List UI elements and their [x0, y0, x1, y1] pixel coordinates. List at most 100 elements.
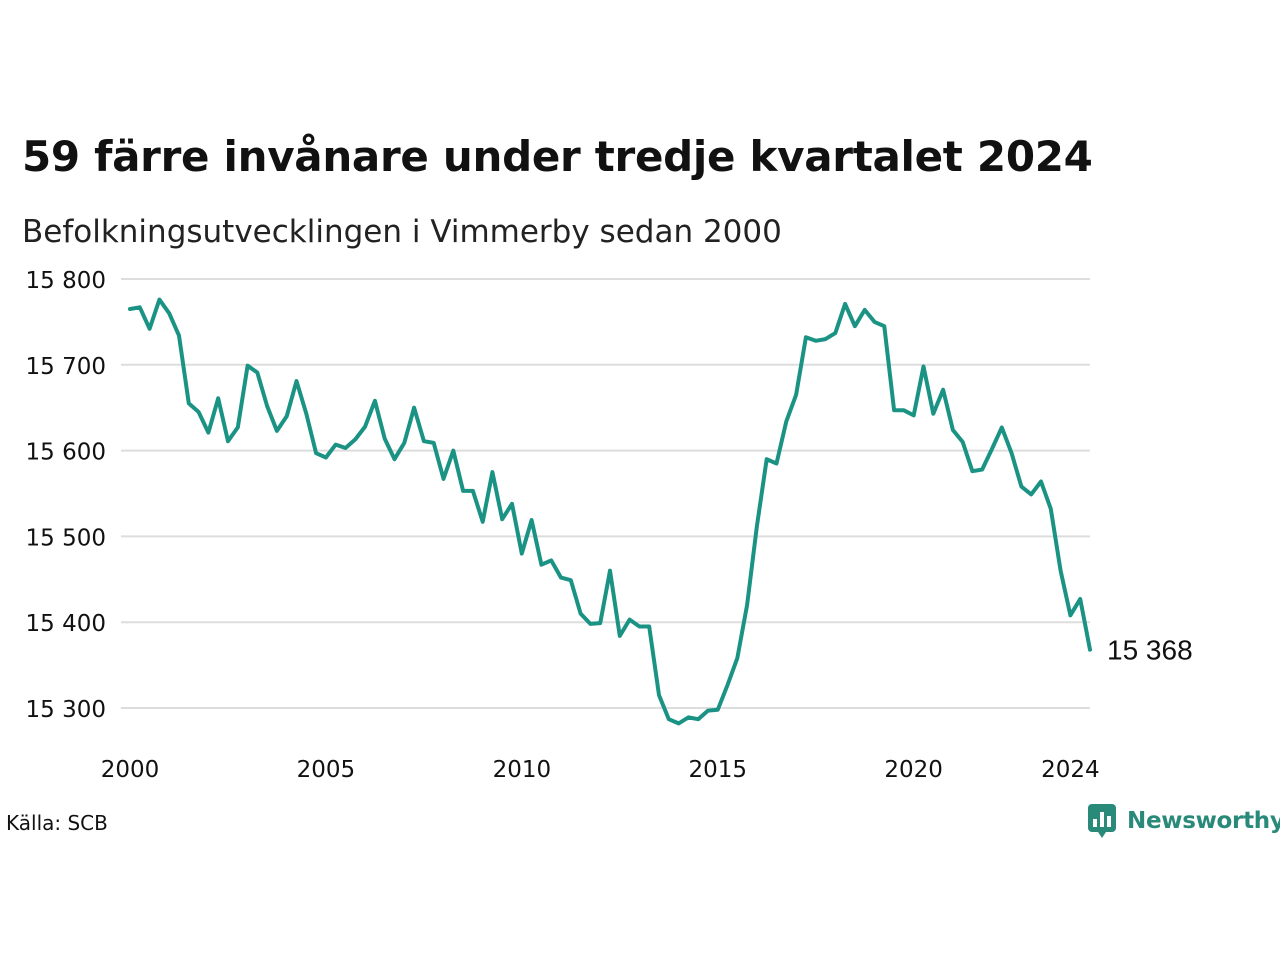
data-point	[696, 717, 700, 721]
data-point	[755, 524, 759, 528]
data-point	[383, 437, 387, 441]
y-tick-label: 15 600	[26, 440, 106, 466]
data-point	[167, 311, 171, 315]
data-point	[716, 708, 720, 712]
data-point	[265, 404, 269, 408]
data-point	[353, 437, 357, 441]
data-point	[873, 320, 877, 324]
data-point	[726, 683, 730, 687]
data-labels: 15 368	[1107, 635, 1193, 666]
data-point	[902, 408, 906, 412]
data-point	[1068, 613, 1072, 617]
data-point	[735, 656, 739, 660]
chart-subtitle: Befolkningsutvecklingen i Vimmerby sedan…	[22, 214, 782, 250]
chart-title: 59 färre invånare under tredje kvartalet…	[22, 132, 1093, 181]
data-point	[1000, 425, 1004, 429]
data-point	[314, 451, 318, 455]
data-point	[765, 457, 769, 461]
data-point	[510, 502, 514, 506]
data-point	[187, 401, 191, 405]
data-point	[549, 558, 553, 562]
data-point	[1029, 492, 1033, 496]
series-layer	[128, 297, 1092, 726]
data-point	[588, 622, 592, 626]
data-point	[481, 520, 485, 524]
data-point	[951, 428, 955, 432]
data-point	[490, 470, 494, 474]
y-tick-label: 15 500	[26, 525, 106, 551]
brand-logo: Newsworthy	[1087, 803, 1280, 839]
data-point	[853, 324, 857, 328]
data-point	[304, 412, 308, 416]
data-point	[686, 715, 690, 719]
data-point	[138, 305, 142, 309]
data-point	[285, 414, 289, 418]
source-note: Källa: SCB	[6, 811, 108, 835]
data-point	[1088, 648, 1092, 652]
data-point	[1059, 569, 1063, 573]
data-point	[1019, 485, 1023, 489]
data-point	[246, 364, 250, 368]
data-point	[814, 339, 818, 343]
data-point	[451, 449, 455, 453]
data-point	[804, 335, 808, 339]
data-point	[931, 412, 935, 416]
data-point	[373, 399, 377, 403]
data-point	[442, 477, 446, 481]
data-point	[941, 388, 945, 392]
data-point	[882, 324, 886, 328]
data-point	[520, 552, 524, 556]
x-tick-label: 2024	[1041, 757, 1100, 783]
data-point	[922, 365, 926, 369]
data-point	[324, 456, 328, 460]
data-point	[863, 308, 867, 312]
data-point	[667, 717, 671, 721]
y-axis-ticks: 15 300 15 400 15 500 15 600 15 700 15 800	[26, 268, 106, 723]
data-point	[892, 408, 896, 412]
data-point	[784, 419, 788, 423]
series-line	[128, 297, 1092, 726]
data-point	[843, 302, 847, 306]
data-point	[980, 468, 984, 472]
data-point	[216, 396, 220, 400]
data-point	[432, 441, 436, 445]
data-point	[647, 625, 651, 629]
data-point	[1049, 507, 1053, 511]
data-point	[637, 625, 641, 629]
data-point	[970, 469, 974, 473]
x-tick-label: 2015	[688, 757, 747, 783]
y-tick-label: 15 400	[26, 611, 106, 637]
data-point	[1078, 597, 1082, 601]
data-point	[128, 307, 132, 311]
brand-name: Newsworthy	[1127, 808, 1280, 834]
data-point	[990, 447, 994, 451]
data-point	[393, 457, 397, 461]
data-point	[226, 439, 230, 443]
data-point	[157, 298, 161, 302]
data-point	[1039, 480, 1043, 484]
data-point	[794, 393, 798, 397]
data-point	[745, 603, 749, 607]
data-point	[363, 425, 367, 429]
y-tick-label: 15 800	[26, 268, 106, 294]
data-point	[618, 634, 622, 638]
data-point	[500, 517, 504, 521]
data-point	[1010, 451, 1014, 455]
data-point	[824, 337, 828, 341]
x-axis-ticks: 2000 2005 2010 2015 2020 2024	[101, 757, 1100, 783]
data-point	[657, 693, 661, 697]
data-point	[628, 618, 632, 622]
data-point	[471, 489, 475, 493]
data-point	[598, 621, 602, 625]
newsworthy-logo-icon	[1088, 804, 1116, 838]
data-point	[677, 721, 681, 725]
data-point	[912, 413, 916, 417]
x-tick-label: 2020	[884, 757, 943, 783]
data-point	[775, 462, 779, 466]
data-point	[275, 429, 279, 433]
gridlines	[121, 278, 1090, 709]
data-point	[569, 578, 573, 582]
data-point	[961, 440, 965, 444]
data-point	[559, 576, 563, 580]
